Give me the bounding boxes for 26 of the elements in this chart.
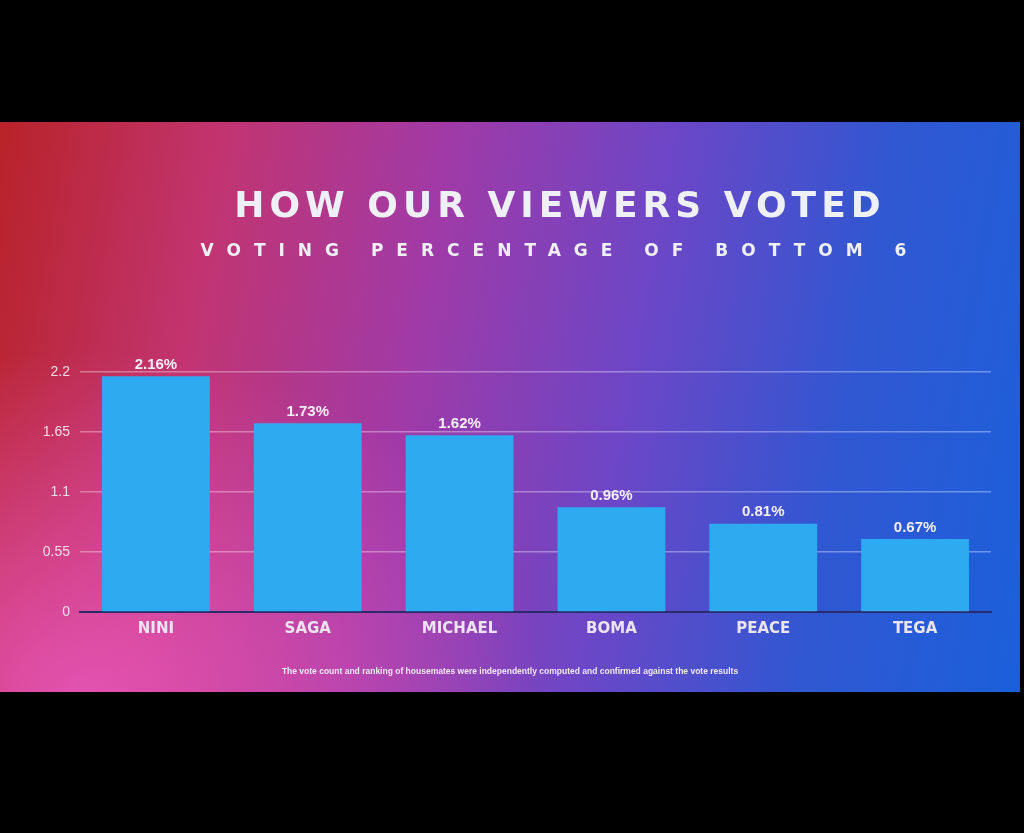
text: The vote count and ranking of housemates were independently computed and confirmed against the vote results [280, 666, 740, 676]
data-label: 0.81% [741, 502, 785, 520]
x-tick-label: NINI [137, 618, 175, 637]
bar [253, 423, 362, 612]
data-label: 1.73% [286, 401, 330, 419]
y-tick-label: 1.1 [50, 482, 71, 499]
x-tick-label: TEGA [892, 618, 938, 637]
bar [861, 538, 969, 612]
bar [405, 435, 514, 612]
chart-subtitle: VOTING PERCENTAGE OF BOTTOM 6 [199, 240, 921, 260]
x-tick-label: SAGA [284, 618, 332, 637]
x-tick-label: BOMA [586, 618, 638, 637]
chart-title: HOW OUR VIEWERS VOTED [233, 184, 887, 225]
y-tick-label: 2.2 [50, 362, 71, 379]
y-tick-label: 1.65 [42, 422, 71, 439]
data-label: 0.96% [590, 485, 633, 503]
data-label: 1.62% [438, 413, 481, 431]
y-tick-label: 0 [62, 602, 71, 619]
data-label: 2.16% [134, 355, 178, 372]
data-label: 0.67% [893, 517, 937, 535]
bar [709, 523, 818, 612]
bar [557, 507, 666, 612]
x-tick-label: MICHAEL [421, 618, 498, 637]
y-tick-label: 0.55 [42, 542, 71, 559]
x-tick-label: PEACE [736, 618, 791, 637]
bar [102, 376, 210, 612]
